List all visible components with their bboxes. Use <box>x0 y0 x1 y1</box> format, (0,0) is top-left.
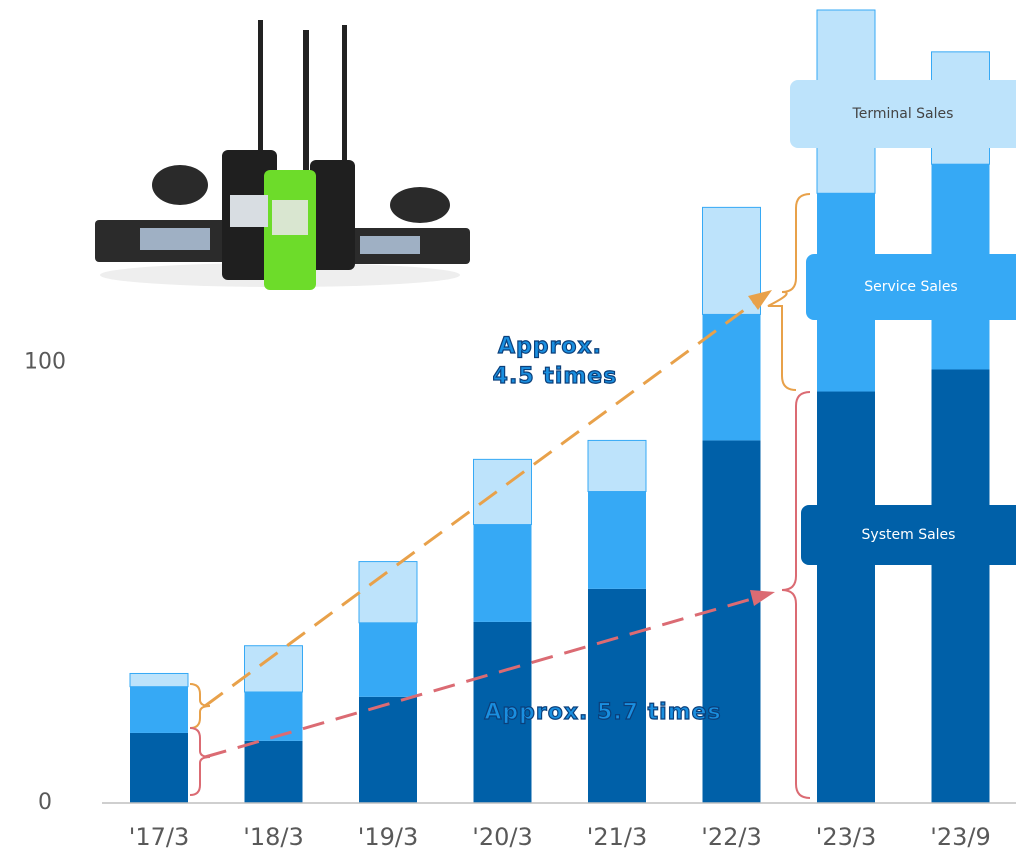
legend-box <box>801 505 1016 565</box>
bar-segment <box>473 621 532 803</box>
x-tick-label: '19/3 <box>358 823 419 851</box>
bar-segment <box>702 440 761 803</box>
bar-segment <box>244 691 303 741</box>
bar-segment <box>359 622 417 697</box>
bar-segment <box>588 588 646 803</box>
bar-segment <box>130 732 188 803</box>
x-tick-label: '20/3 <box>472 823 533 851</box>
y-tick-label: 100 <box>24 349 66 374</box>
bar-segment <box>130 686 188 733</box>
bar-segment <box>129 672 189 688</box>
x-tick-label: '23/3 <box>816 823 877 851</box>
bar-segment <box>358 561 418 624</box>
bar-segment <box>931 369 990 803</box>
annotation-lines <box>189 193 811 799</box>
product-image <box>95 20 470 290</box>
legend-label: Service Sales <box>864 279 957 295</box>
bar-segment <box>702 206 761 315</box>
bar-segment <box>473 524 532 622</box>
bar-segment <box>244 740 303 803</box>
annotation: 4.5 times <box>493 364 618 389</box>
bar-segment <box>588 491 646 589</box>
legend-label: Terminal Sales <box>852 106 954 122</box>
bar-segment <box>702 314 761 441</box>
x-tick-label: '22/3 <box>701 823 762 851</box>
bar-segment <box>473 458 532 526</box>
legend-box <box>806 254 1016 320</box>
legend-label: System Sales <box>862 527 956 543</box>
x-tick-label: '17/3 <box>129 823 190 851</box>
legend: System Sales Service Sales Terminal Sales <box>790 80 1016 565</box>
legend-box <box>790 80 1016 148</box>
annotation: Approx. <box>498 334 602 359</box>
bar-segment <box>244 645 303 693</box>
x-tick-label: '21/3 <box>587 823 648 851</box>
bar-segment <box>359 696 417 803</box>
x-tick-label: '23/9 <box>930 823 991 851</box>
annotation: Approx. 5.7 times <box>484 700 721 725</box>
x-tick-label: '18/3 <box>243 823 304 851</box>
bar-segment <box>587 439 647 493</box>
bar-segment <box>817 391 875 803</box>
y-tick-label: 0 <box>38 790 52 815</box>
